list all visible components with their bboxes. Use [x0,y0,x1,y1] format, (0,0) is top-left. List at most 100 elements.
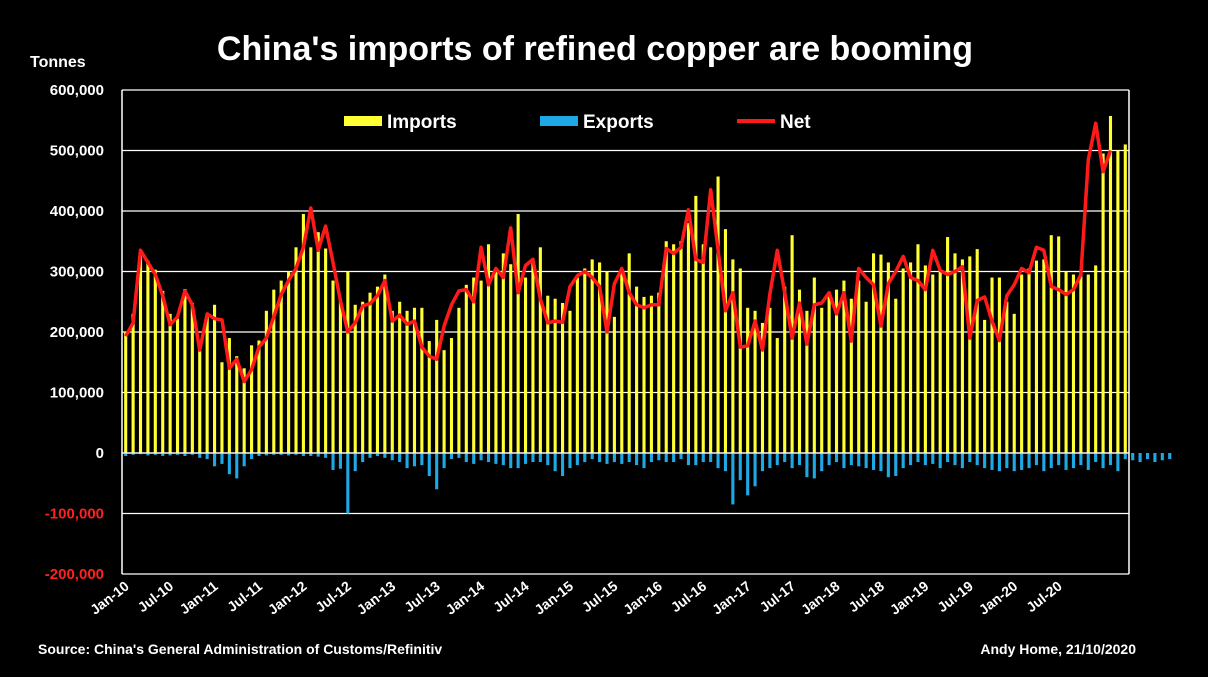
imports-bar [842,280,846,453]
imports-bar [309,247,313,453]
exports-bar [627,453,631,463]
imports-bar [983,319,987,453]
imports-bar [731,259,735,453]
exports-bar [997,453,1001,472]
imports-bar [287,271,291,453]
x-tick-label: Jul-14 [490,578,532,616]
imports-bar [561,302,565,453]
exports-bar [183,453,187,457]
exports-bar [531,453,535,463]
exports-bar [1094,453,1098,463]
legend: Imports Exports Net [344,112,811,133]
x-tick-label: Jul-15 [579,578,621,616]
exports-bar [590,453,594,460]
imports-bar [990,277,994,453]
imports-bar [442,350,446,453]
imports-bar [227,338,231,453]
exports-bar [879,453,883,472]
exports-bar [783,453,787,463]
exports-bar [960,453,964,469]
exports-bar [1116,453,1120,472]
exports-bar [894,453,898,476]
imports-bar [701,244,705,453]
exports-bar [1042,453,1046,472]
exports-bar [346,453,350,514]
imports-bar [931,274,935,453]
imports-bar [501,253,505,453]
imports-bar [220,362,224,453]
exports-bar [168,453,172,456]
imports-bar [760,322,765,453]
exports-bar [731,453,735,505]
x-tick-label: Jul-16 [668,578,710,616]
exports-bar [820,453,824,472]
imports-bar [546,295,550,453]
exports-bar [701,453,705,463]
imports-bar [620,268,624,453]
imports-bar [657,292,661,453]
imports-bar [746,307,750,453]
exports-bar [472,453,476,464]
exports-bar [901,453,905,469]
source-note: Source: China's General Administration o… [38,641,443,657]
exports-bar [620,453,624,464]
x-tick-label: Jan-16 [620,578,665,618]
x-tick-label: Jul-10 [135,578,177,616]
exports-bar [975,453,979,466]
imports-bar [472,277,476,453]
y-tick-label: 600,000 [50,82,104,99]
imports-bar [250,345,254,453]
exports-bar [353,453,357,472]
imports-bar [598,262,602,453]
exports-bar [1049,453,1053,469]
imports-bar [531,258,535,453]
exports-bar [812,453,816,479]
exports-bar [886,453,890,478]
imports-bar [679,241,683,453]
x-tick-label: Jul-20 [1023,578,1065,616]
legend-exports-label: Exports [583,112,654,133]
exports-bar [412,453,417,467]
exports-bar [598,453,602,463]
exports-bar [568,453,572,469]
imports-bar [1005,301,1009,453]
x-tick-label: Jan-18 [798,578,843,618]
imports-bar [390,310,394,453]
x-tick-label: Jan-17 [709,578,754,618]
exports-bar [916,453,920,463]
imports-bar [398,301,402,453]
legend-exports-swatch [540,116,578,126]
exports-bar [1027,453,1031,469]
exports-bar [138,453,143,455]
imports-bar [301,214,305,453]
imports-bar [353,304,357,453]
imports-bar [886,262,890,453]
exports-bar [553,453,557,472]
exports-bar [805,453,809,478]
exports-bar [501,453,505,466]
imports-bar [635,286,639,453]
imports-bar [575,277,579,453]
exports-bar [716,453,720,469]
imports-bar [338,298,342,453]
imports-bar [175,318,180,453]
exports-bar [435,453,439,490]
imports-bar [213,304,217,453]
imports-bar [294,247,298,453]
imports-bar [775,338,779,453]
imports-bar [509,264,513,453]
exports-bar [324,453,328,458]
y-tick-label: -200,000 [45,566,104,583]
exports-bar [287,453,291,456]
exports-bar [990,453,994,470]
imports-bar [523,277,528,453]
exports-bar [1005,453,1009,469]
imports-bar [1057,236,1061,453]
exports-bar [538,453,542,463]
imports-bar [827,295,831,453]
exports-bar [871,453,876,470]
imports-bar [553,298,557,453]
x-tick-labels: Jan-10 Jul-10 Jan-11 Jul-11 Jan-12 Jul-12 Jan-… [87,578,1065,618]
exports-bar [220,453,224,464]
